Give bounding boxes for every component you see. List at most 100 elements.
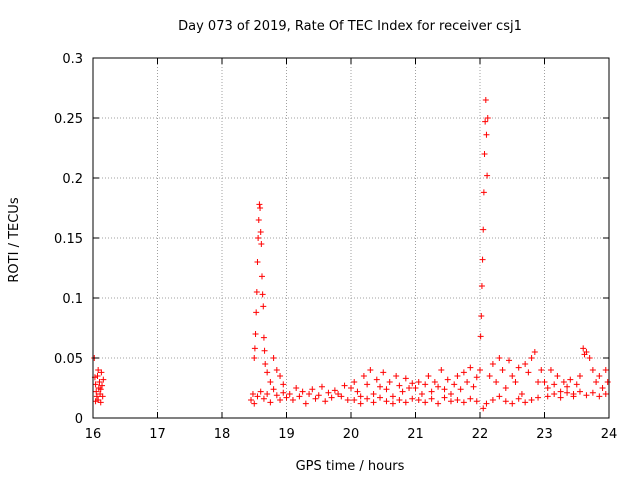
data-point	[260, 303, 267, 310]
data-point	[325, 389, 332, 396]
data-point	[557, 394, 564, 401]
data-point	[255, 235, 262, 241]
data-point	[258, 241, 265, 247]
data-point	[370, 399, 377, 406]
data-point	[502, 385, 509, 391]
data-point	[280, 381, 287, 388]
data-point	[252, 331, 259, 337]
data-point	[512, 379, 519, 385]
data-point	[409, 380, 416, 387]
data-point	[596, 373, 603, 379]
data-point	[535, 394, 542, 401]
data-point	[428, 395, 435, 402]
data-point	[604, 379, 611, 385]
data-point	[535, 379, 542, 385]
data-point	[478, 283, 485, 289]
data-point	[338, 393, 345, 400]
data-point	[541, 379, 548, 385]
data-point	[396, 382, 403, 389]
data-point	[267, 379, 274, 385]
data-point	[589, 367, 596, 373]
data-point	[273, 392, 280, 399]
data-point	[483, 131, 490, 138]
x-tick-label: 18	[214, 427, 231, 442]
data-point	[277, 397, 284, 403]
x-tick-label: 24	[601, 427, 618, 442]
data-point	[470, 383, 477, 390]
data-point	[422, 381, 429, 388]
data-point	[348, 385, 354, 391]
data-point	[260, 395, 267, 402]
data-point	[551, 391, 558, 397]
data-point	[248, 397, 255, 403]
data-point	[253, 289, 260, 295]
data-point	[93, 393, 100, 400]
data-point	[564, 383, 571, 390]
y-tick-label: 0.25	[54, 112, 83, 127]
data-point	[525, 369, 532, 376]
data-point	[100, 376, 107, 383]
x-tick-label: 16	[85, 427, 102, 442]
data-point	[547, 367, 554, 373]
data-point	[257, 229, 264, 235]
data-point	[538, 367, 545, 373]
data-point	[528, 355, 535, 361]
data-point	[480, 405, 487, 412]
data-point	[457, 386, 464, 393]
data-point	[412, 385, 419, 391]
data-point	[94, 373, 101, 379]
data-point	[576, 388, 583, 395]
data-point	[522, 399, 529, 406]
y-tick-label: 0	[75, 412, 83, 427]
data-point	[422, 399, 429, 406]
data-point	[249, 391, 256, 397]
data-point	[435, 400, 442, 407]
data-point	[518, 391, 525, 397]
data-point	[480, 189, 487, 196]
data-point	[554, 373, 561, 379]
data-point	[573, 381, 580, 388]
data-point	[509, 400, 516, 407]
x-axis-label: GPS time / hours	[296, 459, 405, 474]
data-point	[92, 381, 99, 388]
data-point	[351, 379, 358, 385]
data-point	[257, 205, 264, 211]
data-point	[377, 394, 384, 401]
data-point	[383, 386, 390, 393]
data-point	[438, 367, 445, 373]
data-point	[97, 399, 104, 406]
data-point	[402, 399, 409, 406]
data-point	[251, 345, 258, 352]
data-point	[482, 118, 489, 125]
data-point	[406, 385, 413, 391]
data-point	[428, 388, 435, 395]
data-point	[479, 256, 486, 263]
data-point	[95, 367, 102, 373]
data-point	[393, 373, 400, 379]
x-tick-label: 19	[278, 427, 295, 442]
data-point	[286, 391, 293, 397]
data-point	[596, 393, 603, 400]
data-point	[481, 151, 488, 157]
data-point	[576, 373, 583, 379]
ticks-layer: 16 17 18 19 20 21 22 23 24 0 0.05 0.1 0.15 0.2 0.25 0.3	[54, 52, 617, 442]
data-point	[351, 397, 358, 403]
data-point	[267, 399, 274, 406]
data-point	[318, 383, 325, 390]
data-point	[570, 393, 577, 400]
data-point	[335, 391, 342, 397]
x-tick-label: 21	[407, 427, 424, 442]
data-point	[270, 386, 277, 393]
data-point	[264, 369, 271, 376]
grid-layer	[93, 58, 609, 418]
x-tick-label: 20	[343, 427, 360, 442]
data-point	[255, 217, 262, 223]
data-point	[357, 393, 364, 400]
data-point	[273, 367, 280, 373]
data-point	[493, 379, 500, 385]
data-point	[499, 367, 506, 373]
data-point	[283, 394, 290, 401]
data-point	[315, 392, 322, 399]
